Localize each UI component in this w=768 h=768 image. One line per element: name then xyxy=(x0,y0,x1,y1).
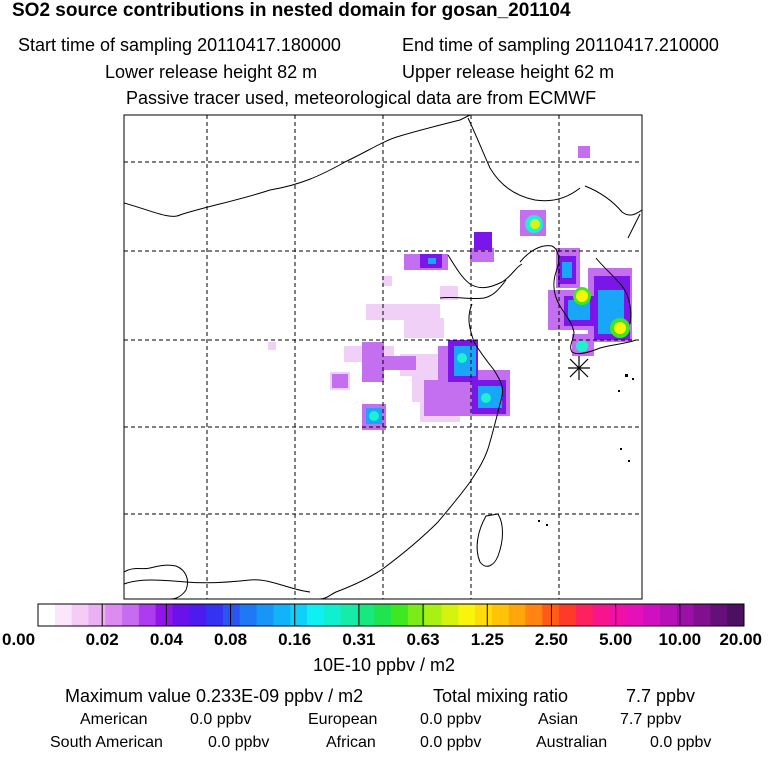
plume-layer xyxy=(268,146,632,430)
colorbar-tick-labels: 0.00 0.02 0.04 0.08 0.16 0.31 0.63 1.25 2.50 5.00… xyxy=(2,604,762,649)
colorbar-cell xyxy=(222,604,241,626)
region-american-value: 0.0 ppbv xyxy=(190,711,252,728)
colorbar-cell xyxy=(206,604,224,626)
colorbar-cell xyxy=(323,604,342,626)
colorbar-cell xyxy=(559,604,577,626)
colorbar-unit-label: 10E-10 ppbv / m2 xyxy=(312,655,456,675)
colorbar-cell xyxy=(155,604,173,626)
colorbar-cell xyxy=(54,604,73,626)
colorbar-cell xyxy=(508,604,526,626)
colorbar-frame xyxy=(37,603,745,627)
colorbar-cell xyxy=(626,604,644,626)
colorbar-cell xyxy=(592,604,611,626)
colorbar-tick-label: 1.25 xyxy=(471,630,504,649)
colorbar-cell xyxy=(659,604,678,626)
coastlines xyxy=(124,115,642,599)
colorbar-cell xyxy=(458,604,476,626)
colorbar-tick-label: 0.31 xyxy=(342,630,375,649)
colorbar-cell xyxy=(609,604,627,626)
total-mixing-ratio-label: Total mixing ratio xyxy=(433,686,569,706)
colorbar-cell xyxy=(340,604,358,626)
end-time-label: End time of sampling 20110417.210000 xyxy=(402,35,719,55)
colorbar-cell xyxy=(542,604,560,626)
colorbar-tick-label: 0.02 xyxy=(86,630,119,649)
colorbar-cell xyxy=(475,604,493,626)
region-australian-name: Australian xyxy=(536,734,608,751)
region-european-value: 0.0 ppbv xyxy=(420,711,482,728)
colorbar-cell xyxy=(38,604,56,626)
start-time-label: Start time of sampling 20110417.180000 xyxy=(18,35,341,55)
colorbar-tick-label: 20.00 xyxy=(719,630,762,649)
colorbar-cell xyxy=(88,604,106,626)
lower-release-height-label: Lower release height 82 m xyxy=(105,62,318,82)
colorbar-cell xyxy=(138,604,157,626)
region-south-american-value: 0.0 ppbv xyxy=(208,734,270,751)
lat-lon-grid xyxy=(124,115,642,599)
colorbar-cell xyxy=(693,604,711,626)
colorbar-tick-label: 0.16 xyxy=(278,630,311,649)
colorbar-cell xyxy=(525,604,543,626)
region-south-american-name: South American xyxy=(50,734,163,751)
chart-title: SO2 source contributions in nested domai… xyxy=(12,0,571,21)
region-african-name: African xyxy=(326,734,376,751)
colorbar-tick-label: 2.50 xyxy=(535,630,568,649)
map-frame xyxy=(123,114,643,600)
tracer-info-label: Passive tracer used, meteorological data… xyxy=(126,88,597,108)
colorbar-cell xyxy=(71,604,89,626)
colorbar-cell xyxy=(256,604,274,626)
colorbar-cell xyxy=(575,604,594,626)
region-asian-value: 7.7 ppbv xyxy=(620,711,682,728)
maximum-value-label: Maximum value 0.233E-09 ppbv / m2 xyxy=(65,686,364,706)
colorbar-cell xyxy=(391,604,409,626)
colorbar-cell xyxy=(407,604,426,626)
colorbar xyxy=(37,603,745,627)
colorbar-cell xyxy=(105,604,123,626)
colorbar-cell xyxy=(727,604,745,626)
region-australian-value: 0.0 ppbv xyxy=(650,734,712,751)
colorbar-tick-label: 0.08 xyxy=(214,630,247,649)
colorbar-cell xyxy=(441,604,459,626)
colorbar-tick-label: 0.63 xyxy=(407,630,440,649)
colorbar-cell xyxy=(122,604,140,626)
region-european-name: European xyxy=(308,711,378,728)
region-asian-name: Asian xyxy=(538,711,579,728)
colorbar-cell xyxy=(710,604,728,626)
colorbar-tick-label: 5.00 xyxy=(599,630,632,649)
colorbar-cell xyxy=(306,604,325,626)
plume-hotspots xyxy=(530,219,630,338)
small-islands xyxy=(538,374,634,526)
colorbar-cell xyxy=(172,604,190,626)
colorbar-tick-label: 0.00 xyxy=(2,630,35,649)
colorbar-cell xyxy=(290,604,308,626)
colorbar-cell xyxy=(189,604,207,626)
region-african-value: 0.0 ppbv xyxy=(420,734,482,751)
colorbar-cell xyxy=(239,604,258,626)
upper-release-height-label: Upper release height 62 m xyxy=(402,62,615,82)
region-american-name: American xyxy=(80,711,148,728)
colorbar-cell xyxy=(357,604,375,626)
colorbar-tick-label: 10.00 xyxy=(659,630,702,649)
colorbar-cell xyxy=(424,604,442,626)
colorbar-cell xyxy=(491,604,510,626)
colorbar-cell xyxy=(643,604,661,626)
colorbar-cell xyxy=(676,604,695,626)
total-mixing-ratio-value: 7.7 ppbv xyxy=(626,686,696,706)
colorbar-cell xyxy=(273,604,291,626)
colorbar-cell xyxy=(374,604,392,626)
receptor-marker xyxy=(568,356,590,380)
colorbar-tick-label: 0.04 xyxy=(150,630,184,649)
